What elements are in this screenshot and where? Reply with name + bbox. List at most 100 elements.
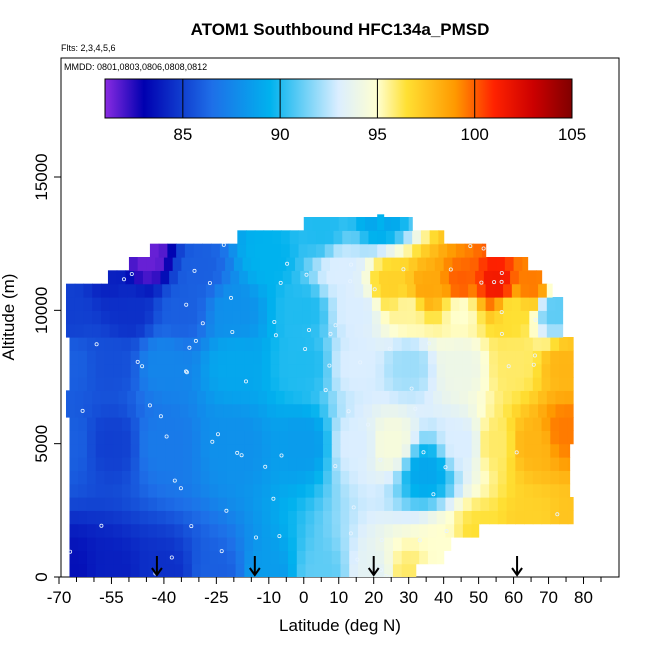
heatmap-cell (153, 403, 163, 418)
heatmap-cell (319, 390, 329, 405)
heatmap-cell (524, 443, 534, 458)
heatmap-cell (454, 497, 464, 511)
heatmap-cell (494, 403, 504, 418)
heatmap-cell (550, 337, 560, 351)
heatmap-cell (160, 270, 170, 285)
heatmap-cell (135, 403, 146, 418)
heatmap-cell (555, 403, 565, 418)
heatmap-cell (550, 457, 560, 471)
heatmap-cell (302, 283, 312, 298)
heatmap-cell (352, 270, 363, 285)
heatmap-cell (412, 243, 422, 258)
heatmap-cell (462, 443, 473, 458)
heatmap-cell (240, 283, 251, 298)
x-tick-label: -55 (99, 588, 124, 607)
heatmap-cell (524, 470, 534, 485)
heatmap-cell (524, 417, 534, 431)
heatmap-cell (272, 230, 282, 245)
heatmap-cell (121, 350, 132, 365)
heatmap-cell (515, 470, 525, 485)
heatmap-cell (95, 483, 106, 498)
heatmap-cell (188, 310, 198, 325)
heatmap-cell (326, 270, 336, 285)
flight-marker-arrow (511, 556, 523, 577)
heatmap-cell (244, 457, 254, 471)
heatmap-cell (92, 310, 102, 325)
heatmap-cell (375, 550, 385, 565)
heatmap-cell (113, 497, 123, 511)
heatmap-cell (389, 323, 399, 338)
heatmap-cell (345, 297, 356, 311)
heatmap-cell (156, 363, 167, 378)
sample-point (499, 310, 504, 315)
heatmap-cell (450, 297, 460, 311)
heatmap-cell (232, 390, 242, 405)
heatmap-cell (459, 390, 469, 405)
heatmap-cell (401, 363, 412, 378)
heatmap-cell (532, 443, 543, 458)
heatmap-cell (375, 457, 385, 471)
heatmap-cell (174, 483, 184, 498)
heatmap-cell (74, 323, 85, 338)
heatmap-cell (113, 470, 123, 485)
heatmap-cell (302, 403, 312, 418)
heatmap-cell (130, 550, 141, 565)
heatmap-cell (197, 297, 207, 311)
heatmap-cell (113, 457, 123, 471)
heatmap-cell (314, 537, 324, 551)
heatmap-cell (529, 297, 539, 311)
heatmap-cell (244, 563, 254, 577)
heatmap-cell (375, 363, 385, 378)
heatmap-cell (78, 497, 88, 511)
heatmap-cell (200, 350, 210, 365)
heatmap-cell (506, 430, 516, 445)
heatmap-cell (410, 443, 420, 458)
heatmap-cell (366, 510, 377, 525)
heatmap-cell (86, 470, 97, 485)
heatmap-cell (183, 497, 193, 511)
heatmap-cell (95, 363, 106, 378)
heatmap-cell (462, 497, 473, 511)
heatmap-cell (284, 297, 294, 311)
heatmap-cell (391, 257, 401, 271)
heatmap-cell (419, 497, 429, 511)
x-tick-label: 60 (504, 588, 523, 607)
heatmap-cell (340, 430, 350, 445)
heatmap-cell (218, 563, 228, 577)
heatmap-cell (239, 270, 249, 285)
heatmap-cell (384, 350, 394, 365)
heatmap-cell (288, 523, 298, 538)
heatmap-cell (249, 323, 259, 338)
heatmap-cell (191, 537, 202, 551)
heatmap-cell (317, 270, 328, 285)
heatmap-cell (165, 350, 175, 365)
heatmap-cell (191, 457, 202, 471)
sample-point (372, 287, 377, 292)
heatmap-cell (496, 257, 506, 271)
sample-point (348, 531, 353, 536)
heatmap-cell (275, 390, 286, 405)
heatmap-cell (480, 510, 490, 525)
heatmap-cell (371, 390, 382, 405)
heatmap-cell (118, 310, 128, 325)
heatmap-cell (69, 470, 79, 485)
heatmap-cell (366, 363, 377, 378)
heatmap-cell (261, 457, 272, 471)
heatmap-cell (319, 310, 329, 325)
heatmap-cell (270, 550, 280, 565)
sample-point (383, 574, 388, 577)
heatmap-cell (244, 350, 254, 365)
heatmap-cell (307, 243, 317, 258)
heatmap-cell (328, 323, 338, 338)
heatmap-cell (139, 430, 149, 445)
heatmap-cell (401, 377, 412, 391)
heatmap-cell (279, 443, 289, 458)
heatmap-cell (78, 417, 88, 431)
heatmap-cell (191, 350, 202, 365)
heatmap-cell (375, 563, 385, 577)
heatmap-cell (541, 443, 551, 458)
heatmap-cell (104, 337, 114, 351)
heatmap-cell (261, 563, 272, 577)
heatmap-cell (387, 270, 398, 285)
heatmap-cell (532, 337, 543, 351)
